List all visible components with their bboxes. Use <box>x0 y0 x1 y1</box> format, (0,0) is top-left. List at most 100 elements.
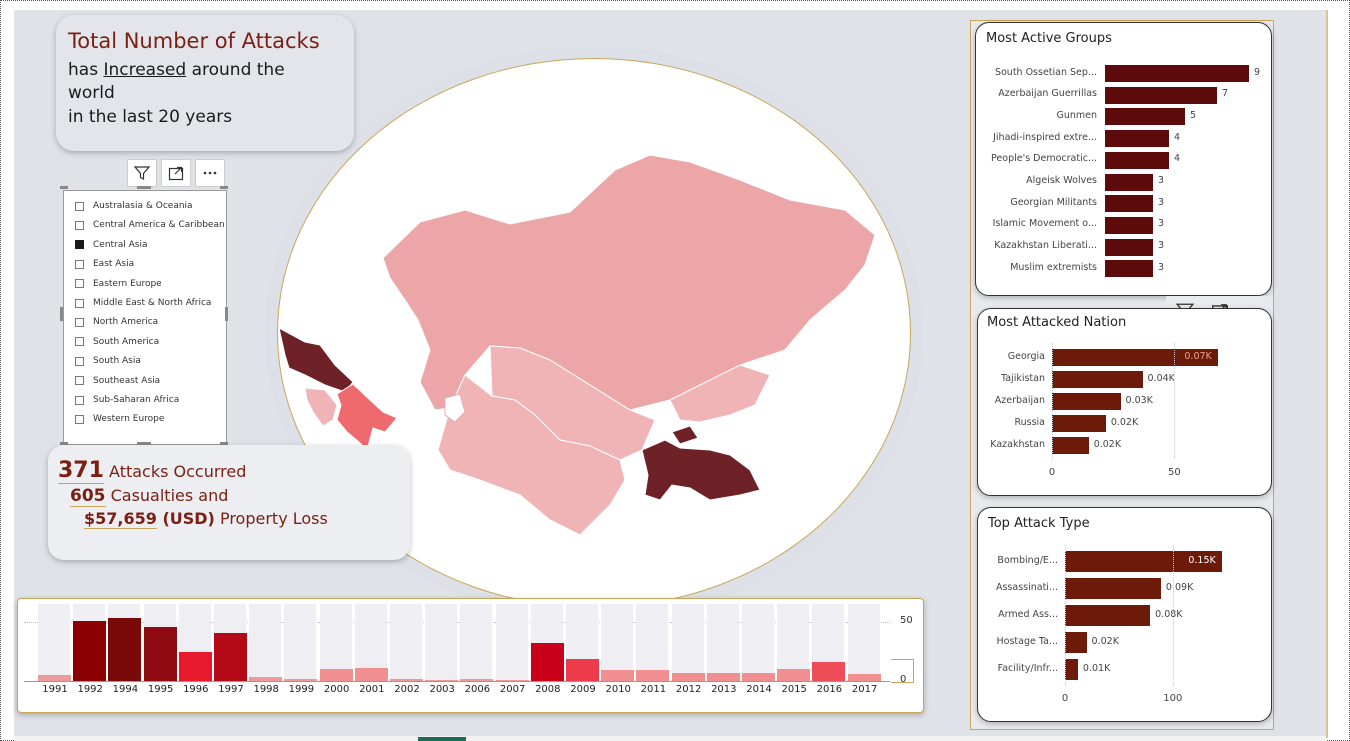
year-bar[interactable] <box>601 670 635 681</box>
slicer-checkbox[interactable] <box>75 259 84 269</box>
bar[interactable] <box>1105 195 1153 213</box>
year-bar[interactable] <box>284 678 318 681</box>
resize-handle-tl[interactable] <box>60 186 68 189</box>
year-bar[interactable] <box>742 672 775 681</box>
bar[interactable] <box>1052 415 1106 432</box>
resize-handle-br[interactable] <box>220 442 228 445</box>
slicer-item-eastern-europe[interactable]: Eastern Europe <box>75 279 162 289</box>
map-region-caspian[interactable] <box>444 393 466 423</box>
resize-handle-right[interactable] <box>225 307 228 321</box>
slicer-item-central-asia[interactable]: Central Asia <box>75 240 148 250</box>
year-label: 2003 <box>429 684 455 695</box>
slicer-checkbox[interactable] <box>75 298 84 308</box>
most-attacked-nation-panel[interactable]: Most Attacked Nation <box>977 308 1272 496</box>
slicer-item-middle-east-north-africa[interactable]: Middle East & North Africa <box>75 298 211 308</box>
bar[interactable] <box>1052 371 1143 388</box>
bar[interactable] <box>1105 65 1249 82</box>
year-bar[interactable] <box>38 675 71 681</box>
map-region-armenia[interactable] <box>304 387 338 427</box>
slicer-item-sub-saharan-africa[interactable]: Sub-Saharan Africa <box>75 395 179 405</box>
active-page-tab[interactable] <box>418 737 466 741</box>
year-bar[interactable] <box>178 651 212 681</box>
bar-data-label: 0.15K <box>1188 554 1216 566</box>
resize-handle-bottom[interactable] <box>137 442 151 445</box>
slicer-more-button[interactable] <box>195 159 225 187</box>
slicer-item-central-america-caribbean[interactable]: Central America & Caribbean <box>75 220 225 230</box>
slicer-checkbox[interactable] <box>75 356 84 366</box>
map-region-tajikistan[interactable] <box>641 439 761 501</box>
slicer-checkbox[interactable] <box>75 317 84 327</box>
map-region-georgia[interactable] <box>278 327 354 393</box>
slicer-item-north-america[interactable]: North America <box>75 317 158 327</box>
map-region-tajikistan-enclave[interactable] <box>671 425 699 445</box>
bar[interactable] <box>1105 238 1153 256</box>
year-bar[interactable] <box>671 672 705 681</box>
year-bar[interactable] <box>495 679 529 681</box>
bar-data-label: 3 <box>1158 261 1165 273</box>
slicer-focus-button[interactable] <box>161 159 191 187</box>
bar[interactable] <box>1105 130 1169 148</box>
bar-label: Gunmen <box>1056 109 1097 121</box>
year-bar[interactable] <box>319 669 353 681</box>
year-bar[interactable] <box>777 669 811 681</box>
bar[interactable] <box>1052 393 1121 410</box>
year-bar[interactable] <box>354 668 388 681</box>
bar[interactable] <box>1105 173 1153 191</box>
year-bar[interactable] <box>460 678 494 681</box>
slicer-item-south-asia[interactable]: South Asia <box>75 356 141 366</box>
year-bar[interactable] <box>390 678 423 681</box>
bar[interactable] <box>1105 216 1153 234</box>
bar[interactable] <box>1052 437 1089 454</box>
slicer-item-western-europe[interactable]: Western Europe <box>75 414 164 424</box>
bar[interactable] <box>1065 551 1223 572</box>
bar[interactable] <box>1105 151 1169 169</box>
bar-label: Facility/Infr... <box>997 662 1058 674</box>
year-bar[interactable] <box>425 679 459 681</box>
year-bar[interactable] <box>636 670 670 681</box>
resize-handle-tr[interactable] <box>220 186 228 189</box>
year-label: 2015 <box>781 684 807 695</box>
caucasus-map[interactable] <box>275 320 415 460</box>
bar[interactable] <box>1065 659 1078 680</box>
year-bar[interactable] <box>566 658 599 681</box>
slicer-checkbox[interactable] <box>75 395 84 405</box>
slicer-item-southeast-asia[interactable]: Southeast Asia <box>75 376 160 386</box>
bar[interactable] <box>1105 108 1185 126</box>
bar[interactable] <box>1065 632 1087 653</box>
bar[interactable] <box>1105 86 1217 104</box>
slicer-checkbox[interactable] <box>75 414 84 424</box>
resize-handle-top[interactable] <box>137 186 151 189</box>
year-bar[interactable] <box>530 643 564 681</box>
slicer-checkbox[interactable] <box>75 240 84 250</box>
resize-handle-left[interactable] <box>60 307 63 321</box>
slicer-item-east-asia[interactable]: East Asia <box>75 259 134 269</box>
year-bar[interactable] <box>706 672 740 681</box>
central-asia-map[interactable] <box>270 150 890 550</box>
year-bar[interactable] <box>73 620 107 681</box>
map-region-turkmenistan[interactable] <box>437 374 626 536</box>
slicer-item-south-america[interactable]: South America <box>75 337 159 347</box>
year-bar[interactable] <box>812 662 846 681</box>
year-bar[interactable] <box>214 632 247 681</box>
slicer-checkbox[interactable] <box>75 376 84 386</box>
slicer-filter-button[interactable] <box>127 159 157 187</box>
year-bar[interactable] <box>108 618 142 681</box>
resize-handle-bl[interactable] <box>60 442 68 445</box>
x-tick-label: 0 <box>1061 693 1069 704</box>
map-region-azerbaijan[interactable] <box>336 383 398 451</box>
year-bar[interactable] <box>143 626 177 681</box>
slicer-checkbox[interactable] <box>75 201 84 211</box>
bar[interactable] <box>1052 349 1219 366</box>
bar[interactable] <box>1105 260 1153 278</box>
map-region-kyrgyzstan[interactable] <box>669 364 771 423</box>
year-bar[interactable] <box>847 673 881 681</box>
bar[interactable] <box>1065 605 1151 626</box>
map-region-kazakhstan[interactable] <box>382 154 876 411</box>
year-bar[interactable] <box>249 677 283 681</box>
bar[interactable] <box>1065 578 1161 599</box>
slicer-checkbox[interactable] <box>75 279 84 289</box>
bar-label: People's Democratic... <box>991 153 1097 165</box>
slicer-checkbox[interactable] <box>75 337 84 347</box>
slicer-item-australasia-oceania[interactable]: Australasia & Oceania <box>75 201 193 211</box>
slicer-checkbox[interactable] <box>75 220 84 230</box>
